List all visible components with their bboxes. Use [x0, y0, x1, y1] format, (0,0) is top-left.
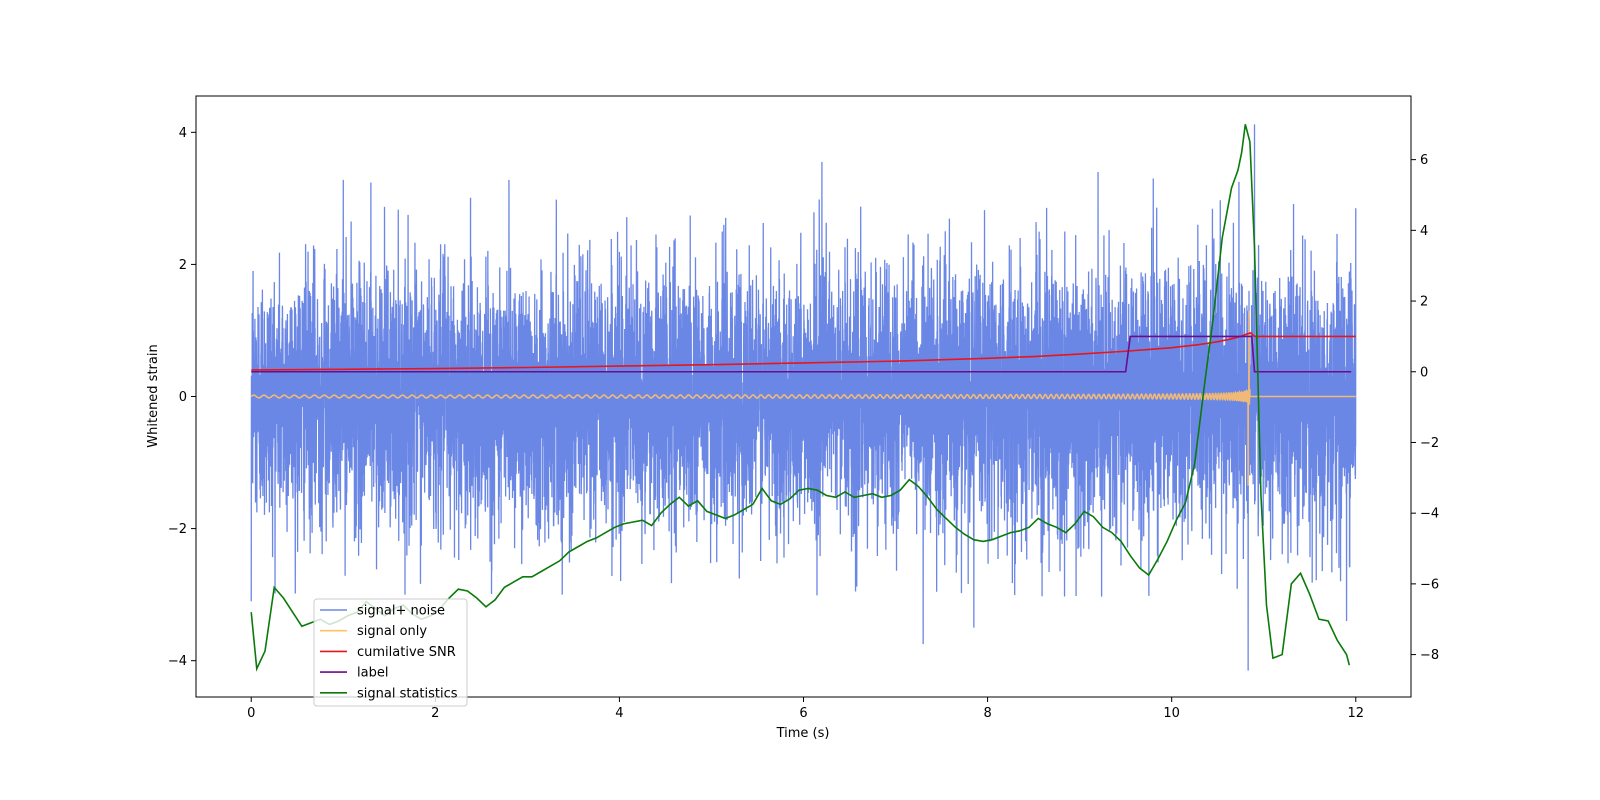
x-tick-label: 6 — [799, 706, 807, 721]
legend-entry-label: label — [357, 666, 388, 681]
y-tick-label: −4 — [168, 654, 187, 669]
legend-entry-signal-noise: signal+ noise — [357, 604, 445, 619]
y2-tick-label: −4 — [1420, 507, 1439, 522]
x-tick-label: 2 — [431, 706, 439, 721]
x-tick-label: 4 — [615, 706, 623, 721]
legend: signal+ noise signal only cumilative SNR la… — [313, 598, 468, 707]
y2-tick-label: −8 — [1420, 648, 1439, 663]
x-tick-label: 12 — [1347, 706, 1364, 721]
y2-tick-label: −2 — [1420, 436, 1439, 451]
legend-box — [313, 598, 468, 707]
y-axis-label: Whitened strain — [146, 344, 161, 447]
y-axis-left: −4 −2 0 2 4 — [168, 126, 196, 669]
y2-tick-label: −6 — [1420, 577, 1439, 592]
y-tick-label: 4 — [179, 126, 187, 141]
y2-tick-label: 4 — [1420, 224, 1428, 239]
legend-entry-signal-statistics: signal statistics — [357, 686, 458, 701]
label-series — [251, 335, 1352, 373]
y2-tick-label: 0 — [1420, 365, 1428, 380]
y2-tick-label: 2 — [1420, 295, 1428, 310]
cumilative-snr-series — [251, 331, 1356, 371]
y-tick-label: 0 — [179, 390, 187, 405]
x-tick-label: 10 — [1163, 706, 1180, 721]
signal-noise-series — [250, 124, 1357, 671]
y-axis-right: −8 −6 −4 −2 0 2 4 6 — [1411, 153, 1439, 663]
x-axis-label: Time (s) — [776, 726, 830, 741]
signal-only-series — [250, 310, 1356, 486]
x-tick-label: 0 — [247, 706, 255, 721]
x-tick-label: 8 — [983, 706, 991, 721]
legend-entry-signal-only: signal only — [357, 624, 427, 639]
plot-area — [250, 124, 1357, 672]
y-tick-label: 2 — [179, 258, 187, 273]
y2-tick-label: 6 — [1420, 153, 1428, 168]
legend-entry-cumilative-snr: cumilative SNR — [357, 645, 456, 660]
y-tick-label: −2 — [168, 522, 187, 537]
